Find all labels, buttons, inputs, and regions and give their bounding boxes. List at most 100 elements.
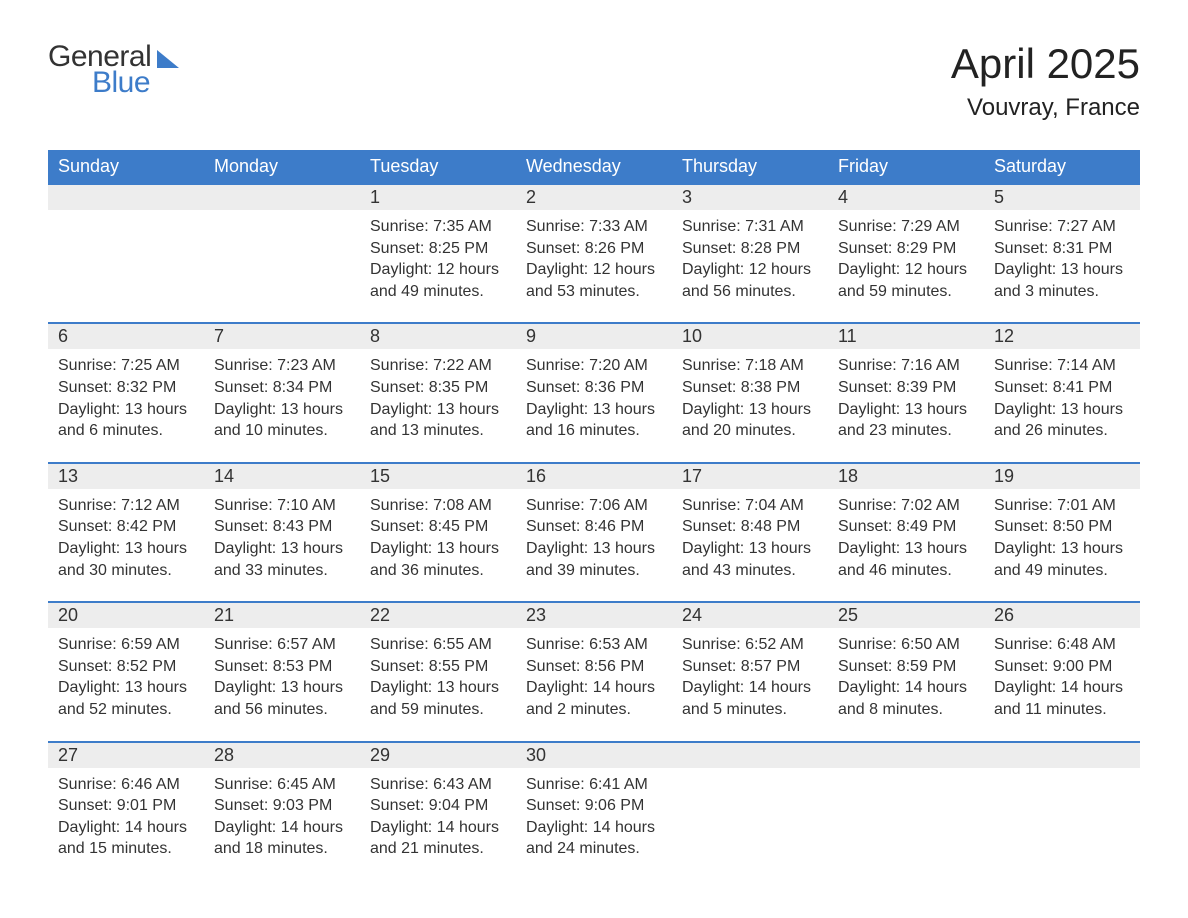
day-cell: Sunrise: 6:52 AMSunset: 8:57 PMDaylight:… [672,628,828,740]
day-cell: Sunrise: 6:45 AMSunset: 9:03 PMDaylight:… [204,768,360,880]
day-dl2: and 21 minutes. [370,838,506,860]
day-dl1: Daylight: 14 hours [838,677,974,699]
day-dl2: and 46 minutes. [838,560,974,582]
day-number: 21 [204,603,360,628]
day-number: 30 [516,743,672,768]
day-sunset: Sunset: 8:41 PM [994,377,1130,399]
day-sunrise: Sunrise: 7:35 AM [370,216,506,238]
day-dl1: Daylight: 13 hours [526,538,662,560]
day-number: 22 [360,603,516,628]
day-cell: Sunrise: 7:22 AMSunset: 8:35 PMDaylight:… [360,349,516,461]
day-dl1: Daylight: 13 hours [370,677,506,699]
day-sunrise: Sunrise: 6:57 AM [214,634,350,656]
day-cell [984,768,1140,880]
day-number: 14 [204,464,360,489]
day-sunrise: Sunrise: 7:23 AM [214,355,350,377]
day-dl1: Daylight: 13 hours [682,399,818,421]
day-number: 28 [204,743,360,768]
day-dl2: and 49 minutes. [370,281,506,303]
day-sunset: Sunset: 8:49 PM [838,516,974,538]
day-number: 18 [828,464,984,489]
weekday-header: Thursday [672,150,828,183]
day-sunset: Sunset: 8:43 PM [214,516,350,538]
day-cell: Sunrise: 7:04 AMSunset: 8:48 PMDaylight:… [672,489,828,601]
day-sunrise: Sunrise: 6:43 AM [370,774,506,796]
day-number: 24 [672,603,828,628]
day-number-row: 20212223242526 [48,603,1140,628]
day-number: 7 [204,324,360,349]
day-cell: Sunrise: 7:02 AMSunset: 8:49 PMDaylight:… [828,489,984,601]
day-number [828,743,984,768]
calendar-week: 12345Sunrise: 7:35 AMSunset: 8:25 PMDayl… [48,183,1140,322]
day-number: 1 [360,185,516,210]
day-sunset: Sunset: 8:53 PM [214,656,350,678]
day-sunrise: Sunrise: 7:02 AM [838,495,974,517]
day-dl2: and 15 minutes. [58,838,194,860]
day-dl2: and 10 minutes. [214,420,350,442]
day-dl2: and 2 minutes. [526,699,662,721]
day-number: 9 [516,324,672,349]
day-sunset: Sunset: 8:48 PM [682,516,818,538]
day-number: 19 [984,464,1140,489]
weekday-header: Friday [828,150,984,183]
day-sunrise: Sunrise: 6:46 AM [58,774,194,796]
day-dl1: Daylight: 13 hours [838,538,974,560]
day-sunset: Sunset: 9:03 PM [214,795,350,817]
day-number: 20 [48,603,204,628]
day-dl1: Daylight: 13 hours [370,538,506,560]
day-dl2: and 23 minutes. [838,420,974,442]
day-sunset: Sunset: 8:25 PM [370,238,506,260]
day-dl2: and 39 minutes. [526,560,662,582]
day-sunset: Sunset: 8:28 PM [682,238,818,260]
day-sunrise: Sunrise: 7:10 AM [214,495,350,517]
day-cell: Sunrise: 7:20 AMSunset: 8:36 PMDaylight:… [516,349,672,461]
day-cell: Sunrise: 7:10 AMSunset: 8:43 PMDaylight:… [204,489,360,601]
day-sunset: Sunset: 8:39 PM [838,377,974,399]
day-dl2: and 33 minutes. [214,560,350,582]
day-number-row: 12345 [48,185,1140,210]
day-sunset: Sunset: 8:52 PM [58,656,194,678]
day-cell: Sunrise: 6:46 AMSunset: 9:01 PMDaylight:… [48,768,204,880]
day-sunrise: Sunrise: 7:31 AM [682,216,818,238]
weekday-header: Wednesday [516,150,672,183]
day-number: 11 [828,324,984,349]
day-sunset: Sunset: 8:29 PM [838,238,974,260]
day-number: 13 [48,464,204,489]
day-number: 4 [828,185,984,210]
calendar-week: 13141516171819Sunrise: 7:12 AMSunset: 8:… [48,462,1140,601]
day-dl1: Daylight: 13 hours [994,259,1130,281]
day-dl2: and 56 minutes. [682,281,818,303]
day-number: 3 [672,185,828,210]
day-dl2: and 56 minutes. [214,699,350,721]
day-cell: Sunrise: 6:48 AMSunset: 9:00 PMDaylight:… [984,628,1140,740]
day-sunrise: Sunrise: 7:20 AM [526,355,662,377]
day-cell: Sunrise: 7:16 AMSunset: 8:39 PMDaylight:… [828,349,984,461]
day-sunrise: Sunrise: 7:04 AM [682,495,818,517]
day-dl2: and 11 minutes. [994,699,1130,721]
day-dl1: Daylight: 12 hours [370,259,506,281]
day-number: 5 [984,185,1140,210]
day-dl2: and 16 minutes. [526,420,662,442]
day-sunrise: Sunrise: 6:41 AM [526,774,662,796]
day-dl1: Daylight: 13 hours [214,677,350,699]
day-dl2: and 52 minutes. [58,699,194,721]
day-number: 12 [984,324,1140,349]
day-sunrise: Sunrise: 7:12 AM [58,495,194,517]
day-dl2: and 5 minutes. [682,699,818,721]
weeks-container: 12345Sunrise: 7:35 AMSunset: 8:25 PMDayl… [48,183,1140,880]
day-dl1: Daylight: 12 hours [682,259,818,281]
day-sunrise: Sunrise: 6:59 AM [58,634,194,656]
day-cell: Sunrise: 7:35 AMSunset: 8:25 PMDaylight:… [360,210,516,322]
day-cell: Sunrise: 7:12 AMSunset: 8:42 PMDaylight:… [48,489,204,601]
day-sunrise: Sunrise: 7:08 AM [370,495,506,517]
day-sunset: Sunset: 8:55 PM [370,656,506,678]
day-number [48,185,204,210]
location: Vouvray, France [951,94,1140,122]
brand-word2: Blue [92,66,150,100]
day-sunset: Sunset: 8:57 PM [682,656,818,678]
day-number: 2 [516,185,672,210]
day-sunrise: Sunrise: 6:52 AM [682,634,818,656]
day-number: 8 [360,324,516,349]
day-number: 17 [672,464,828,489]
day-sunset: Sunset: 8:56 PM [526,656,662,678]
